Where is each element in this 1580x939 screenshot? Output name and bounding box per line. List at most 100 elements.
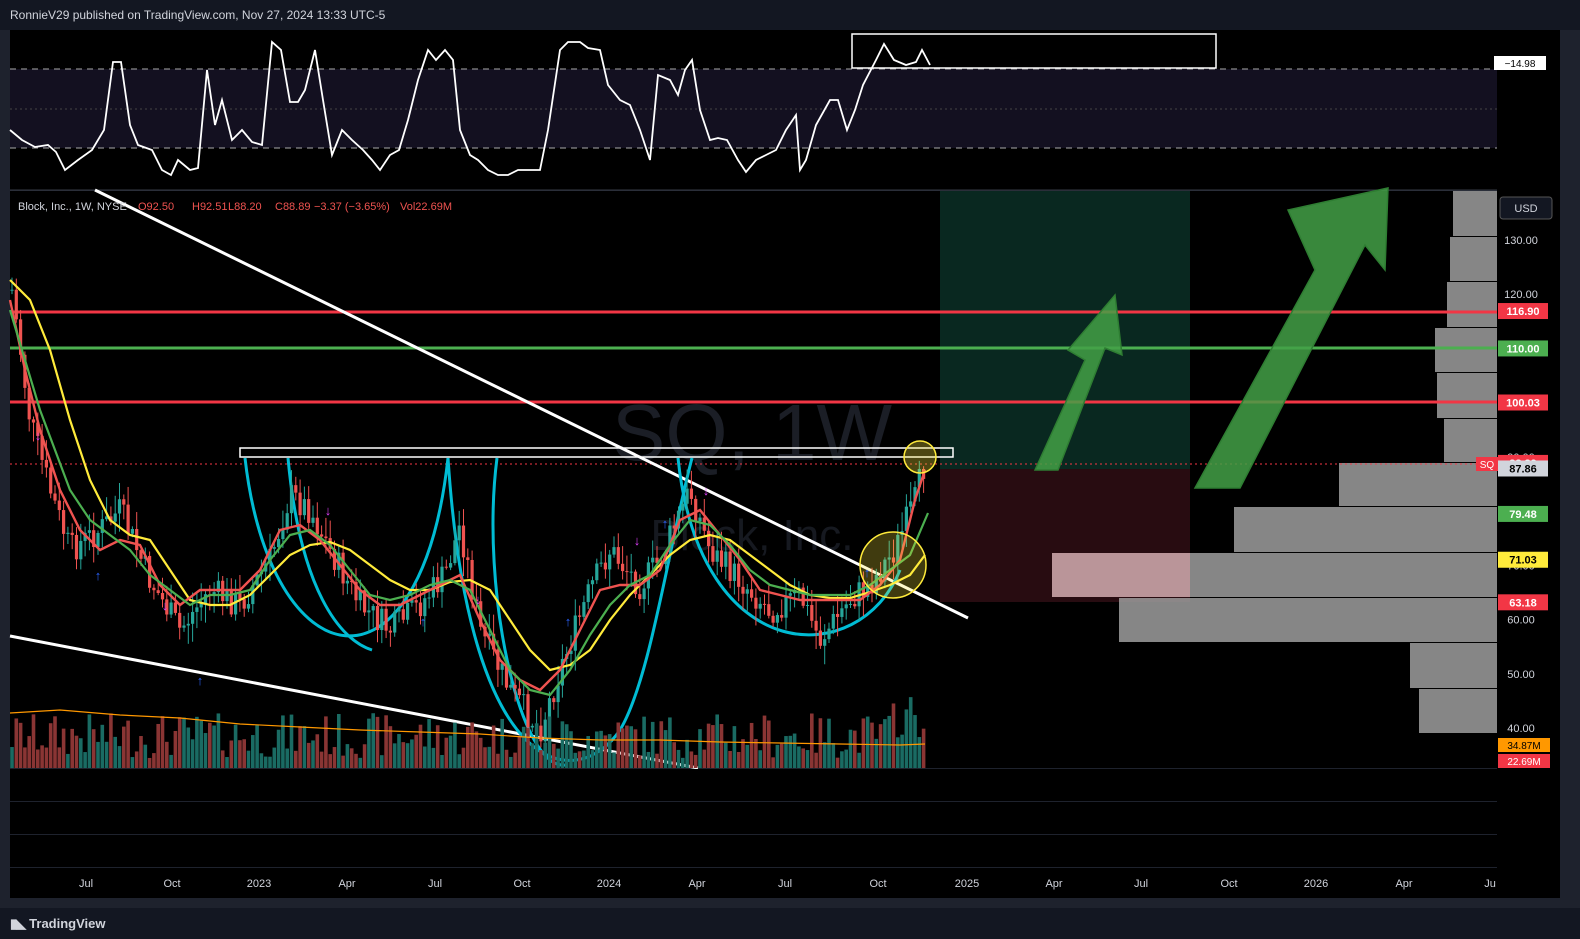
time-axis-label: Oct xyxy=(869,878,886,890)
volume-bar xyxy=(814,752,818,768)
osc-highlight-box[interactable] xyxy=(851,33,1217,69)
candle-body xyxy=(672,525,676,529)
lower-pane-3[interactable] xyxy=(10,835,1497,867)
time-axis-label: Jul xyxy=(79,878,93,890)
candle-body xyxy=(165,599,169,615)
candle-body xyxy=(393,611,397,633)
volume-bar xyxy=(792,733,797,768)
price-tag-bg xyxy=(1498,394,1548,411)
oscillator-line xyxy=(9,40,931,177)
volume-profile-bar xyxy=(1453,191,1497,236)
volume-bar xyxy=(595,731,599,768)
candle-body xyxy=(909,501,913,507)
candle-body xyxy=(216,580,220,593)
volume-bar xyxy=(14,718,19,768)
descending-trendline-upper[interactable] xyxy=(94,188,969,620)
candle-body xyxy=(676,510,681,529)
volume-bar xyxy=(18,722,23,768)
candle-body xyxy=(853,603,857,607)
volume-bar xyxy=(199,720,203,768)
volume-bar xyxy=(444,737,449,768)
lower-pane-2[interactable] xyxy=(10,802,1497,834)
candle-body xyxy=(836,613,840,617)
candle-body xyxy=(590,580,595,585)
candle-body xyxy=(883,559,887,582)
volume-bar xyxy=(371,713,375,768)
candle-body xyxy=(19,319,23,355)
price-tick-label: 130.00 xyxy=(1504,235,1538,247)
volume-bar xyxy=(543,742,547,768)
volume-bar xyxy=(70,728,74,768)
candle-body xyxy=(397,609,401,612)
volume-bar xyxy=(917,737,922,768)
volume-bar xyxy=(61,728,66,768)
price-tick-label: 40.00 xyxy=(1507,723,1535,735)
volume-bar xyxy=(134,751,139,768)
price-tick-label: 120.00 xyxy=(1504,289,1538,301)
volume-bar xyxy=(268,756,272,768)
time-axis[interactable] xyxy=(10,868,1497,898)
currency-button[interactable] xyxy=(1499,196,1553,220)
chart-area[interactable]: 0.00−25.00−50.00−75.00−100.00 SQ, 1W Blo… xyxy=(0,30,1580,908)
volume-bar xyxy=(534,723,539,768)
price-pane[interactable] xyxy=(10,191,1497,768)
candle-body xyxy=(380,608,384,631)
time-axis-label: 2026 xyxy=(1304,878,1328,890)
volume-bar xyxy=(96,741,100,768)
volume-bar xyxy=(599,730,603,768)
candle-body xyxy=(470,559,474,600)
volume-bar xyxy=(147,757,152,768)
candle-body xyxy=(728,551,732,581)
current-price-circle[interactable] xyxy=(903,440,937,474)
target-arrow-small[interactable] xyxy=(1033,293,1123,471)
candle-body xyxy=(547,698,552,720)
neckline-box[interactable] xyxy=(239,447,954,458)
candle-body xyxy=(178,612,182,628)
target-arrow-large[interactable] xyxy=(1193,187,1389,489)
volume-bar xyxy=(844,749,848,768)
legend-close: C88.89 xyxy=(275,201,310,213)
time-axis-label: Apr xyxy=(1395,878,1412,890)
buy-signal-icon: ↑ xyxy=(565,614,572,629)
sell-signal-icon: ↓ xyxy=(35,428,42,443)
volume-bar xyxy=(509,756,513,768)
symbol-legend: Block, Inc., 1W, NYSE O92.50 H92.51 L88.… xyxy=(18,201,452,213)
candle-body xyxy=(277,539,281,548)
candle-body xyxy=(199,603,203,608)
chart-svg[interactable]: 0.00−25.00−50.00−75.00−100.00 SQ, 1W Blo… xyxy=(0,30,1580,908)
tradingview-logo[interactable]: ▮◣ TradingView xyxy=(10,916,106,932)
osc-value-tag: −14.98 xyxy=(1505,59,1536,70)
legend-low: L88.20 xyxy=(228,201,262,213)
volume-bar xyxy=(582,750,586,768)
candle-body xyxy=(315,517,319,535)
candle-body xyxy=(719,550,724,567)
legend-symbol: Block, Inc., 1W, NYSE xyxy=(18,201,127,213)
candle-body xyxy=(513,684,517,689)
breakout-circle[interactable] xyxy=(859,531,927,599)
volume-bar xyxy=(797,746,801,768)
descending-trendline-lower[interactable] xyxy=(9,634,699,770)
volume-bar xyxy=(44,747,49,768)
volume-bar xyxy=(332,747,337,768)
candle-body xyxy=(578,615,582,617)
volume-bar xyxy=(891,703,896,768)
publish-text: RonnieV29 published on TradingView.com, … xyxy=(10,8,386,22)
volume-bar xyxy=(663,730,668,768)
lower-pane-1[interactable] xyxy=(10,769,1497,801)
volume-bar xyxy=(74,735,79,768)
volume-profile-bar xyxy=(1234,507,1497,552)
volume-bar xyxy=(564,724,569,768)
legend-high: H92.51 xyxy=(192,201,227,213)
volume-bar xyxy=(590,750,595,768)
candle-body xyxy=(517,688,521,696)
candle-body xyxy=(358,590,362,601)
legend-open: O92.50 xyxy=(138,201,174,213)
volume-bar xyxy=(612,752,616,768)
price-tag-label: 87.86 xyxy=(1509,463,1537,475)
candle-body xyxy=(444,566,448,568)
candle-body xyxy=(388,630,392,633)
volume-bar xyxy=(706,723,711,768)
candle-body xyxy=(105,516,109,520)
volume-bar xyxy=(681,757,685,768)
candle-body xyxy=(87,530,91,533)
